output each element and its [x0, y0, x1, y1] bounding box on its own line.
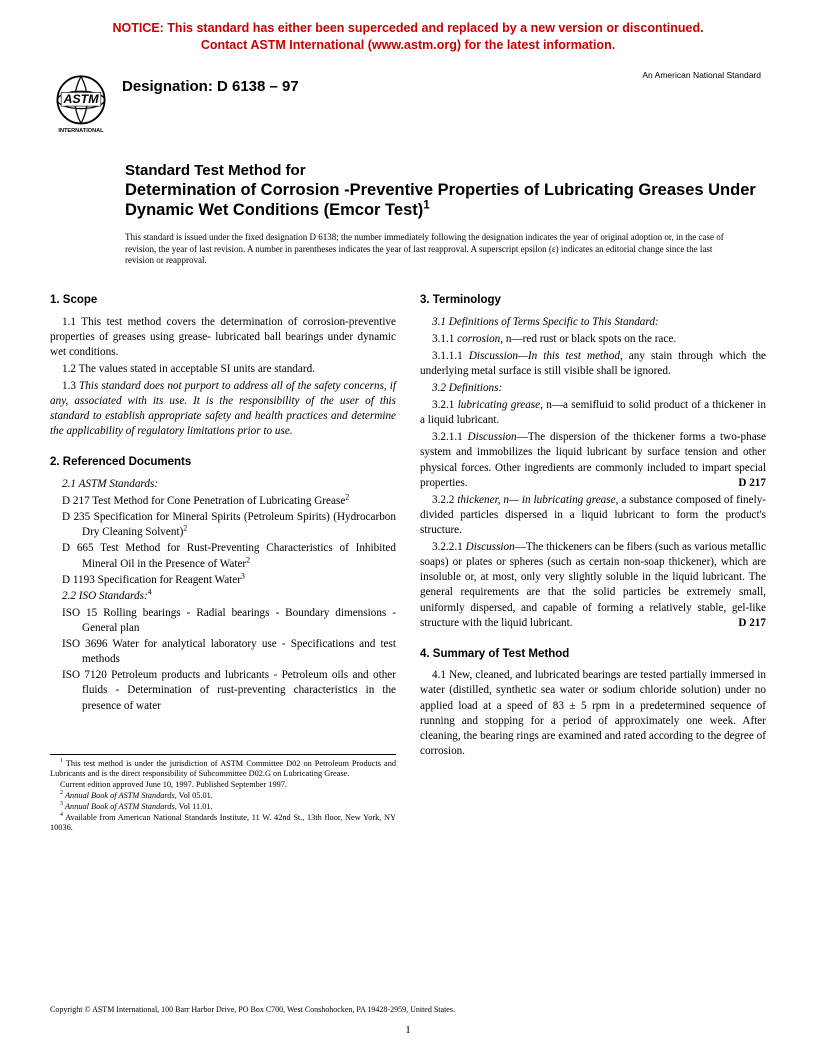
- n322c: , n— in lubricating grease: [498, 494, 616, 506]
- para-1-3: 1.3 This standard does not purport to ad…: [50, 379, 396, 439]
- fn2: 2 Annual Book of ASTM Standards, Vol 05.…: [50, 791, 396, 802]
- n311b: corrosion: [457, 333, 500, 345]
- para-1-3-text: This standard does not purport to addres…: [50, 380, 396, 437]
- para-3-2-2-1: 3.2.2.1 Discussion—The thickeners can be…: [420, 540, 766, 631]
- copyright: Copyright © ASTM International, 100 Barr…: [50, 1005, 455, 1014]
- n3221a: 3.2.2.1: [432, 541, 466, 553]
- header-row: ASTM INTERNATIONAL Designation: D 6138 –…: [50, 72, 766, 134]
- ref-d235: D 235 Specification for Mineral Spirits …: [62, 510, 396, 540]
- iso-std-label: 2.2 ISO Standards:: [62, 590, 148, 602]
- title-pre: Standard Test Method for: [125, 162, 766, 180]
- ans-label: An American National Standard: [642, 70, 761, 80]
- astm-std-sub: 2.1 ASTM Standards:: [50, 477, 396, 492]
- definitions-sub: 3.2 Definitions:: [420, 381, 766, 396]
- para-1-2: 1.2 The values stated in acceptable SI u…: [50, 362, 396, 377]
- astm-std-label: 2.1 ASTM Standards:: [62, 478, 158, 490]
- def-specific-text: 3.1 Definitions of Terms Specific to Thi…: [432, 316, 659, 328]
- n3221b: Discussion: [466, 541, 515, 553]
- n3111a: 3.1.1.1: [432, 350, 469, 362]
- para-3-1-1: 3.1.1 corrosion, n—red rust or black spo…: [420, 332, 766, 347]
- ref-d1193-text: D 1193 Specification for Reagent Water: [62, 574, 241, 586]
- n3221c: —The thickeners can be fibers (such as v…: [420, 541, 766, 629]
- ref-d1193: D 1193 Specification for Reagent Water3: [62, 573, 396, 588]
- n3111b: Discussion—In this test method: [469, 350, 620, 362]
- ref-d217-text: D 217 Test Method for Cone Penetration o…: [62, 495, 345, 507]
- para-4-1: 4.1 New, cleaned, and lubricated bearing…: [420, 668, 766, 759]
- designation: Designation: D 6138 – 97: [122, 78, 299, 95]
- fn3-text: Annual Book of ASTM Standards: [65, 802, 175, 811]
- n321c: , n: [540, 399, 552, 411]
- fn1b: Current edition approved June 10, 1997. …: [50, 780, 396, 791]
- fn1: 1 This test method is under the jurisdic…: [50, 759, 396, 781]
- ref-iso3696: ISO 3696 Water for analytical laboratory…: [62, 637, 396, 667]
- ref-iso15: ISO 15 Rolling bearings - Radial bearing…: [62, 606, 396, 636]
- para-3-1-1-1: 3.1.1.1 Discussion—In this test method, …: [420, 349, 766, 379]
- notice-banner: NOTICE: This standard has either been su…: [50, 20, 766, 54]
- ref-d235-text: D 235 Specification for Mineral Spirits …: [62, 511, 396, 538]
- para-3-2-2: 3.2.2 thickener, n— in lubricating greas…: [420, 493, 766, 538]
- n311d: —red rust or black spots on the race.: [511, 333, 676, 345]
- ref-d665: D 665 Test Method for Rust-Preventing Ch…: [62, 541, 396, 571]
- terminology-heading: 3. Terminology: [420, 293, 766, 309]
- para-1-3-num: 1.3: [62, 380, 79, 392]
- dref-2: D 217: [726, 616, 766, 631]
- n321a: 3.2.1: [432, 399, 458, 411]
- title-main-text: Determination of Corrosion -Preventive P…: [125, 181, 756, 219]
- ref-d217: D 217 Test Method for Cone Penetration o…: [62, 494, 396, 509]
- footnotes: 1 This test method is under the jurisdic…: [50, 754, 396, 834]
- title-block: Standard Test Method for Determination o…: [125, 162, 766, 220]
- svg-text:ASTM: ASTM: [62, 92, 99, 106]
- def-specific-sub: 3.1 Definitions of Terms Specific to Thi…: [420, 315, 766, 330]
- n322a: 3.2.2: [432, 494, 457, 506]
- para-3-2-1-1: 3.2.1.1 Discussion—The dispersion of the…: [420, 430, 766, 490]
- notice-line2: Contact ASTM International (www.astm.org…: [50, 37, 766, 54]
- title-super: 1: [423, 199, 429, 211]
- issuance-note: This standard is issued under the fixed …: [125, 232, 766, 267]
- svg-text:INTERNATIONAL: INTERNATIONAL: [58, 128, 104, 134]
- fn4: 4 Available from American National Stand…: [50, 813, 396, 835]
- fn1-text: This test method is under the jurisdicti…: [50, 759, 396, 779]
- page-number: 1: [50, 1024, 766, 1036]
- astm-logo: ASTM INTERNATIONAL: [50, 72, 112, 134]
- right-column: 3. Terminology 3.1 Definitions of Terms …: [420, 289, 766, 834]
- body-columns: 1. Scope 1.1 This test method covers the…: [50, 289, 766, 834]
- ref-d665-text: D 665 Test Method for Rust-Preventing Ch…: [62, 542, 396, 569]
- fn4-text: Available from American National Standar…: [50, 813, 396, 833]
- n321b: lubricating grease: [458, 399, 540, 411]
- fn2-vol: , Vol 05.01.: [175, 791, 213, 800]
- n311c: , n: [500, 333, 511, 345]
- fn3: 3 Annual Book of ASTM Standards, Vol 11.…: [50, 802, 396, 813]
- fn3-vol: , Vol 11.01.: [175, 802, 213, 811]
- ref-iso7120: ISO 7120 Petroleum products and lubrican…: [62, 668, 396, 713]
- n322b: thickener: [457, 494, 497, 506]
- scope-heading: 1. Scope: [50, 293, 396, 309]
- dref-1: D 217: [726, 476, 766, 491]
- n3211b: Discussion: [468, 431, 517, 443]
- summary-heading: 4. Summary of Test Method: [420, 647, 766, 663]
- title-main: Determination of Corrosion -Preventive P…: [125, 180, 766, 220]
- para-1-1: 1.1 This test method covers the determin…: [50, 315, 396, 360]
- definitions-text: 3.2 Definitions:: [432, 382, 502, 394]
- para-3-2-1: 3.2.1 lubricating grease, n—a semifluid …: [420, 398, 766, 428]
- left-column: 1. Scope 1.1 This test method covers the…: [50, 289, 396, 834]
- refdocs-heading: 2. Referenced Documents: [50, 455, 396, 471]
- n3211a: 3.2.1.1: [432, 431, 468, 443]
- n311a: 3.1.1: [432, 333, 457, 345]
- iso-std-sub: 2.2 ISO Standards:4: [50, 589, 396, 604]
- fn2-text: Annual Book of ASTM Standards: [65, 791, 175, 800]
- notice-line1: NOTICE: This standard has either been su…: [50, 20, 766, 37]
